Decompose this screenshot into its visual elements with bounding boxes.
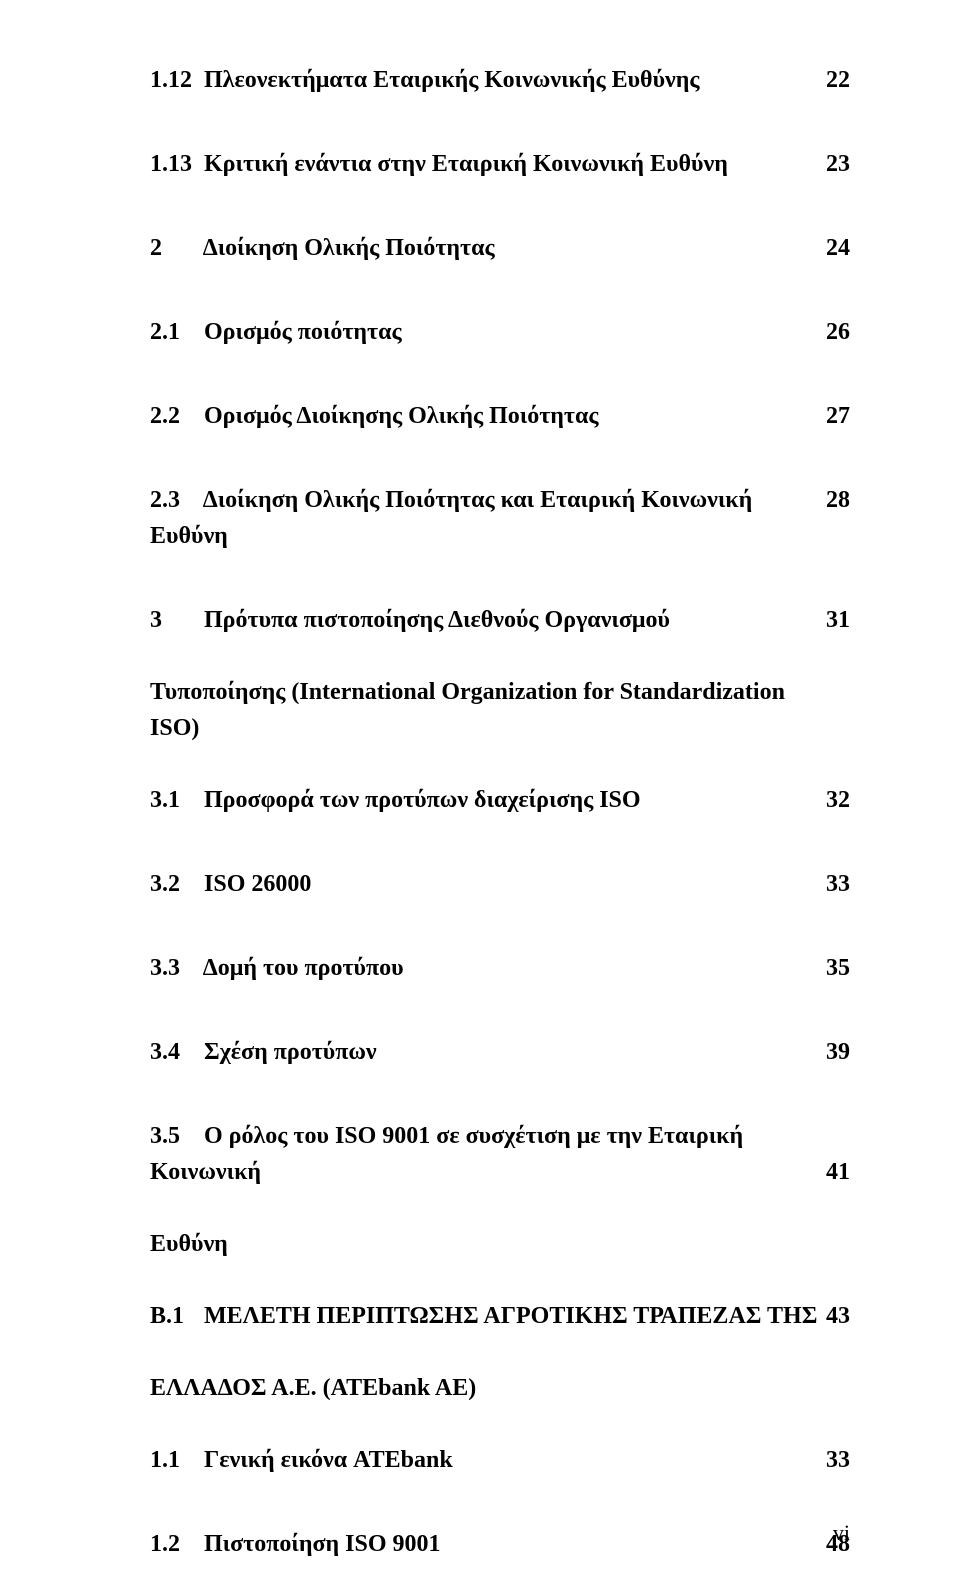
toc-row: 1.12 Πλεονεκτήματα Εταιρικής Κοινωνικής … [150,62,850,98]
toc-number: 3.1 [150,782,198,818]
toc-row: Β.1 ΜΕΛΕΤΗ ΠΕΡΙΠΤΩΣΗΣ ΑΓΡΟΤΙΚΗΣ ΤΡΑΠΕΖΑΣ… [150,1298,850,1406]
toc-number: 3.4 [150,1034,198,1070]
toc-page: 28 [810,482,850,518]
toc-label: 1.13 Κριτική ενάντια στην Εταιρική Κοινω… [150,146,810,182]
toc-label: 1.12 Πλεονεκτήματα Εταιρικής Κοινωνικής … [150,62,810,98]
toc-page: 35 [810,950,850,986]
toc-text: Δομή του προτύπου [203,955,404,981]
toc-page: 27 [810,398,850,434]
toc-number: 3.2 [150,866,198,902]
toc-row: 3.1 Προσφορά των προτύπων διαχείρισης IS… [150,782,850,818]
toc-text: Διοίκηση Ολικής Ποιότητας [203,235,495,261]
toc-row: 3.4 Σχέση προτύπων 39 [150,1034,850,1070]
toc-text-line2: ΕΛΛΑΔΟΣ Α.Ε. (ATEbank AE) [150,1370,810,1406]
page-number-roman: vi [833,1520,850,1546]
toc-row: 2.2 Ορισμός Διοίκησης Ολικής Ποιότητας 2… [150,398,850,434]
toc-text-line2: Ευθύνη [150,1226,810,1262]
toc-text: Διοίκηση Ολικής Ποιότητας και Εταιρική Κ… [150,487,752,549]
toc-page: 41 [810,1154,850,1190]
toc-page: 33 [810,1442,850,1478]
toc-row: 2.3 Διοίκηση Ολικής Ποιότητας και Εταιρι… [150,482,850,554]
toc-number: 3.5 [150,1118,198,1154]
toc-number: 2 [150,230,198,266]
toc-number: 1.2 [150,1526,198,1562]
toc-text: ISO 26000 [204,871,311,897]
toc-text-line1: Πρότυπα πιστοποίησης Διεθνούς Οργανισμού [204,607,670,633]
toc-text: Πλεονεκτήματα Εταιρικής Κοινωνικής Ευθύν… [204,67,700,93]
toc-number: 2.2 [150,398,198,434]
toc-number: 1.1 [150,1442,198,1478]
toc-page: 22 [810,62,850,98]
toc-number: 3.3 [150,950,198,986]
toc-label: 3.5 Ο ρόλος του ISO 9001 σε συσχέτιση με… [150,1118,850,1190]
toc-number: 2.1 [150,314,198,350]
toc-page: 31 [810,602,850,638]
toc-text-line1: ΜΕΛΕΤΗ ΠΕΡΙΠΤΩΣΗΣ ΑΓΡΟΤΙΚΗΣ ΤΡΑΠΕΖΑΣ ΤΗΣ [204,1303,817,1329]
page: 1.12 Πλεονεκτήματα Εταιρικής Κοινωνικής … [0,0,960,1596]
toc-row: 1.2 Πιστοποίηση ISO 9001 48 [150,1526,850,1562]
toc-label: 3.1 Προσφορά των προτύπων διαχείρισης IS… [150,782,810,818]
toc-row: 1.13 Κριτική ενάντια στην Εταιρική Κοινω… [150,146,850,182]
toc-row: 2.1 Ορισμός ποιότητας 26 [150,314,850,350]
toc-label: 3.4 Σχέση προτύπων [150,1034,810,1070]
toc-text: Σχέση προτύπων [204,1039,377,1065]
toc-text: Κριτική ενάντια στην Εταιρική Κοινωνική … [204,151,728,177]
toc-page: 33 [810,866,850,902]
toc-label: 2.2 Ορισμός Διοίκησης Ολικής Ποιότητας [150,398,810,434]
toc-text-line1: Ο ρόλος του ISO 9001 σε συσχέτιση με την… [150,1123,743,1185]
toc-row: 1.1 Γενική εικόνα ATEbank 33 [150,1442,850,1478]
toc-page: 26 [810,314,850,350]
toc-number: Β.1 [150,1298,198,1334]
toc-label: 2.3 Διοίκηση Ολικής Ποιότητας και Εταιρι… [150,482,810,554]
toc-text: Προσφορά των προτύπων διαχείρισης ISO [204,787,641,813]
toc-number: 1.13 [150,146,198,182]
toc-number: 1.12 [150,62,198,98]
toc-text: Ορισμός Διοίκησης Ολικής Ποιότητας [204,403,598,429]
toc-row: 3.5 Ο ρόλος του ISO 9001 σε συσχέτιση με… [150,1118,850,1262]
toc-text-line2: Τυποποίησης (International Organization … [150,674,810,746]
toc-row: 3 Πρότυπα πιστοποίησης Διεθνούς Οργανισμ… [150,602,850,746]
toc-page: 32 [810,782,850,818]
toc-page: 23 [810,146,850,182]
toc-label: 1.1 Γενική εικόνα ATEbank [150,1442,810,1478]
toc-text: Γενική εικόνα ATEbank [204,1447,453,1473]
toc-text: Πιστοποίηση ISO 9001 [204,1531,440,1557]
toc-label: 1.2 Πιστοποίηση ISO 9001 [150,1526,810,1562]
toc-label: 3 Πρότυπα πιστοποίησης Διεθνούς Οργανισμ… [150,602,850,638]
toc-page: 24 [810,230,850,266]
toc-number: 3 [150,602,198,638]
toc-label: 2.1 Ορισμός ποιότητας [150,314,810,350]
toc-label: 3.2 ISO 26000 [150,866,810,902]
toc-label: 2 Διοίκηση Ολικής Ποιότητας [150,230,810,266]
toc-label: Β.1 ΜΕΛΕΤΗ ΠΕΡΙΠΤΩΣΗΣ ΑΓΡΟΤΙΚΗΣ ΤΡΑΠΕΖΑΣ… [150,1298,850,1334]
toc-row: 2 Διοίκηση Ολικής Ποιότητας 24 [150,230,850,266]
toc-row: 3.3 Δομή του προτύπου 35 [150,950,850,986]
toc-number: 2.3 [150,482,198,518]
toc-page: 43 [810,1298,850,1334]
toc-label: 3.3 Δομή του προτύπου [150,950,810,986]
toc-page: 39 [810,1034,850,1070]
toc-row: 3.2 ISO 26000 33 [150,866,850,902]
toc-text: Ορισμός ποιότητας [204,319,402,345]
